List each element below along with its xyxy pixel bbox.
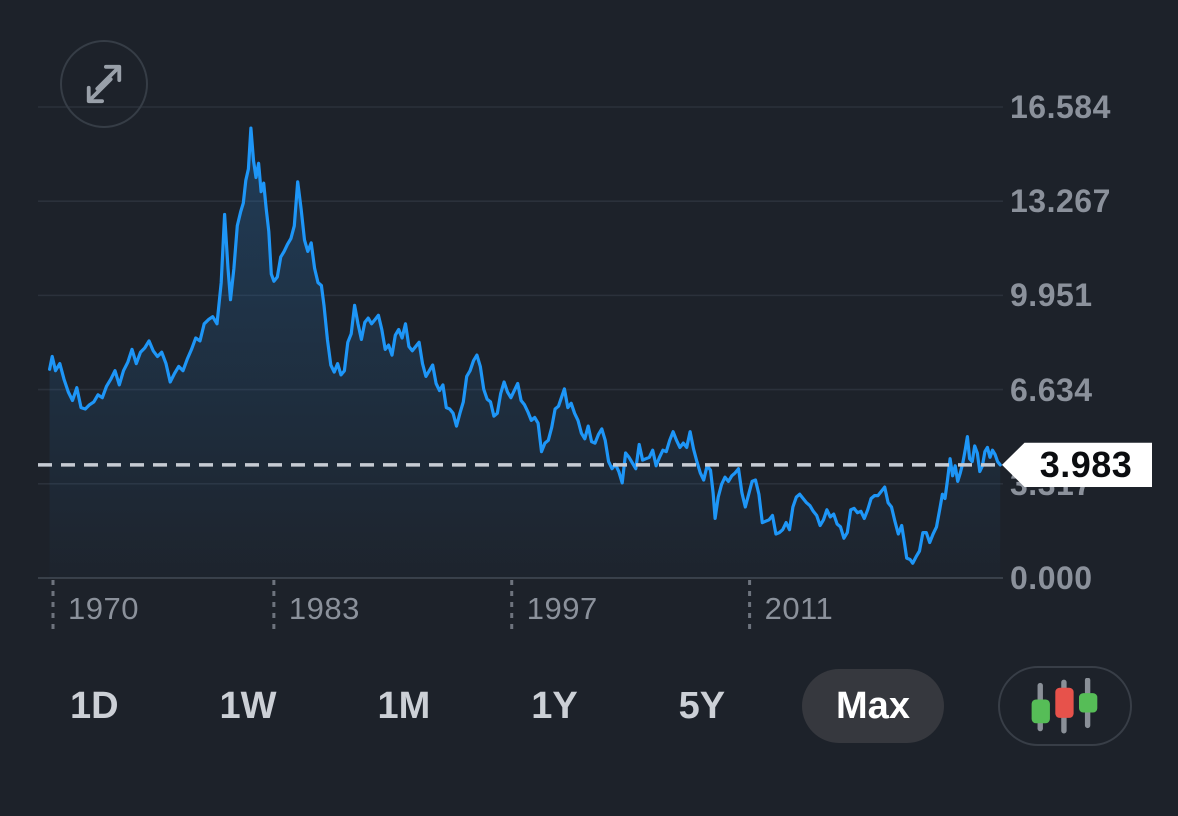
range-button-1m[interactable]: 1M xyxy=(353,673,454,739)
candlestick-icon xyxy=(1031,678,1098,734)
green-candle xyxy=(1079,693,1098,713)
y-axis-label: 0.000 xyxy=(1010,560,1093,596)
range-button-1d[interactable]: 1D xyxy=(46,673,143,739)
range-button-max[interactable]: Max xyxy=(802,669,944,743)
current-price-tag: 3.983 xyxy=(1002,442,1152,487)
range-button-5y[interactable]: 5Y xyxy=(655,673,749,739)
y-axis-label: 13.267 xyxy=(1010,183,1111,220)
x-axis-label: 1970 xyxy=(68,591,139,626)
range-button-1w[interactable]: 1W xyxy=(196,673,301,739)
series-area xyxy=(49,128,1001,578)
range-selector: 1D 1W 1M 1Y 5Y Max xyxy=(0,662,1178,750)
current-price-label: 3.983 xyxy=(1039,443,1133,485)
x-axis-label: 1997 xyxy=(526,591,598,626)
green-candle xyxy=(1031,699,1050,724)
red-candle xyxy=(1055,687,1074,718)
expand-button[interactable] xyxy=(60,40,148,128)
chart-style-button[interactable] xyxy=(998,666,1132,746)
y-axis-label: 16.584 xyxy=(1010,89,1111,125)
range-button-1y[interactable]: 1Y xyxy=(507,673,601,739)
x-axis-label: 1983 xyxy=(288,591,360,626)
y-axis-label: 9.951 xyxy=(1010,277,1093,314)
x-axis-label: 2011 xyxy=(764,591,834,626)
series-line xyxy=(48,126,1002,565)
expand-arrows-icon xyxy=(86,64,122,104)
y-axis-label: 6.634 xyxy=(1010,371,1093,408)
